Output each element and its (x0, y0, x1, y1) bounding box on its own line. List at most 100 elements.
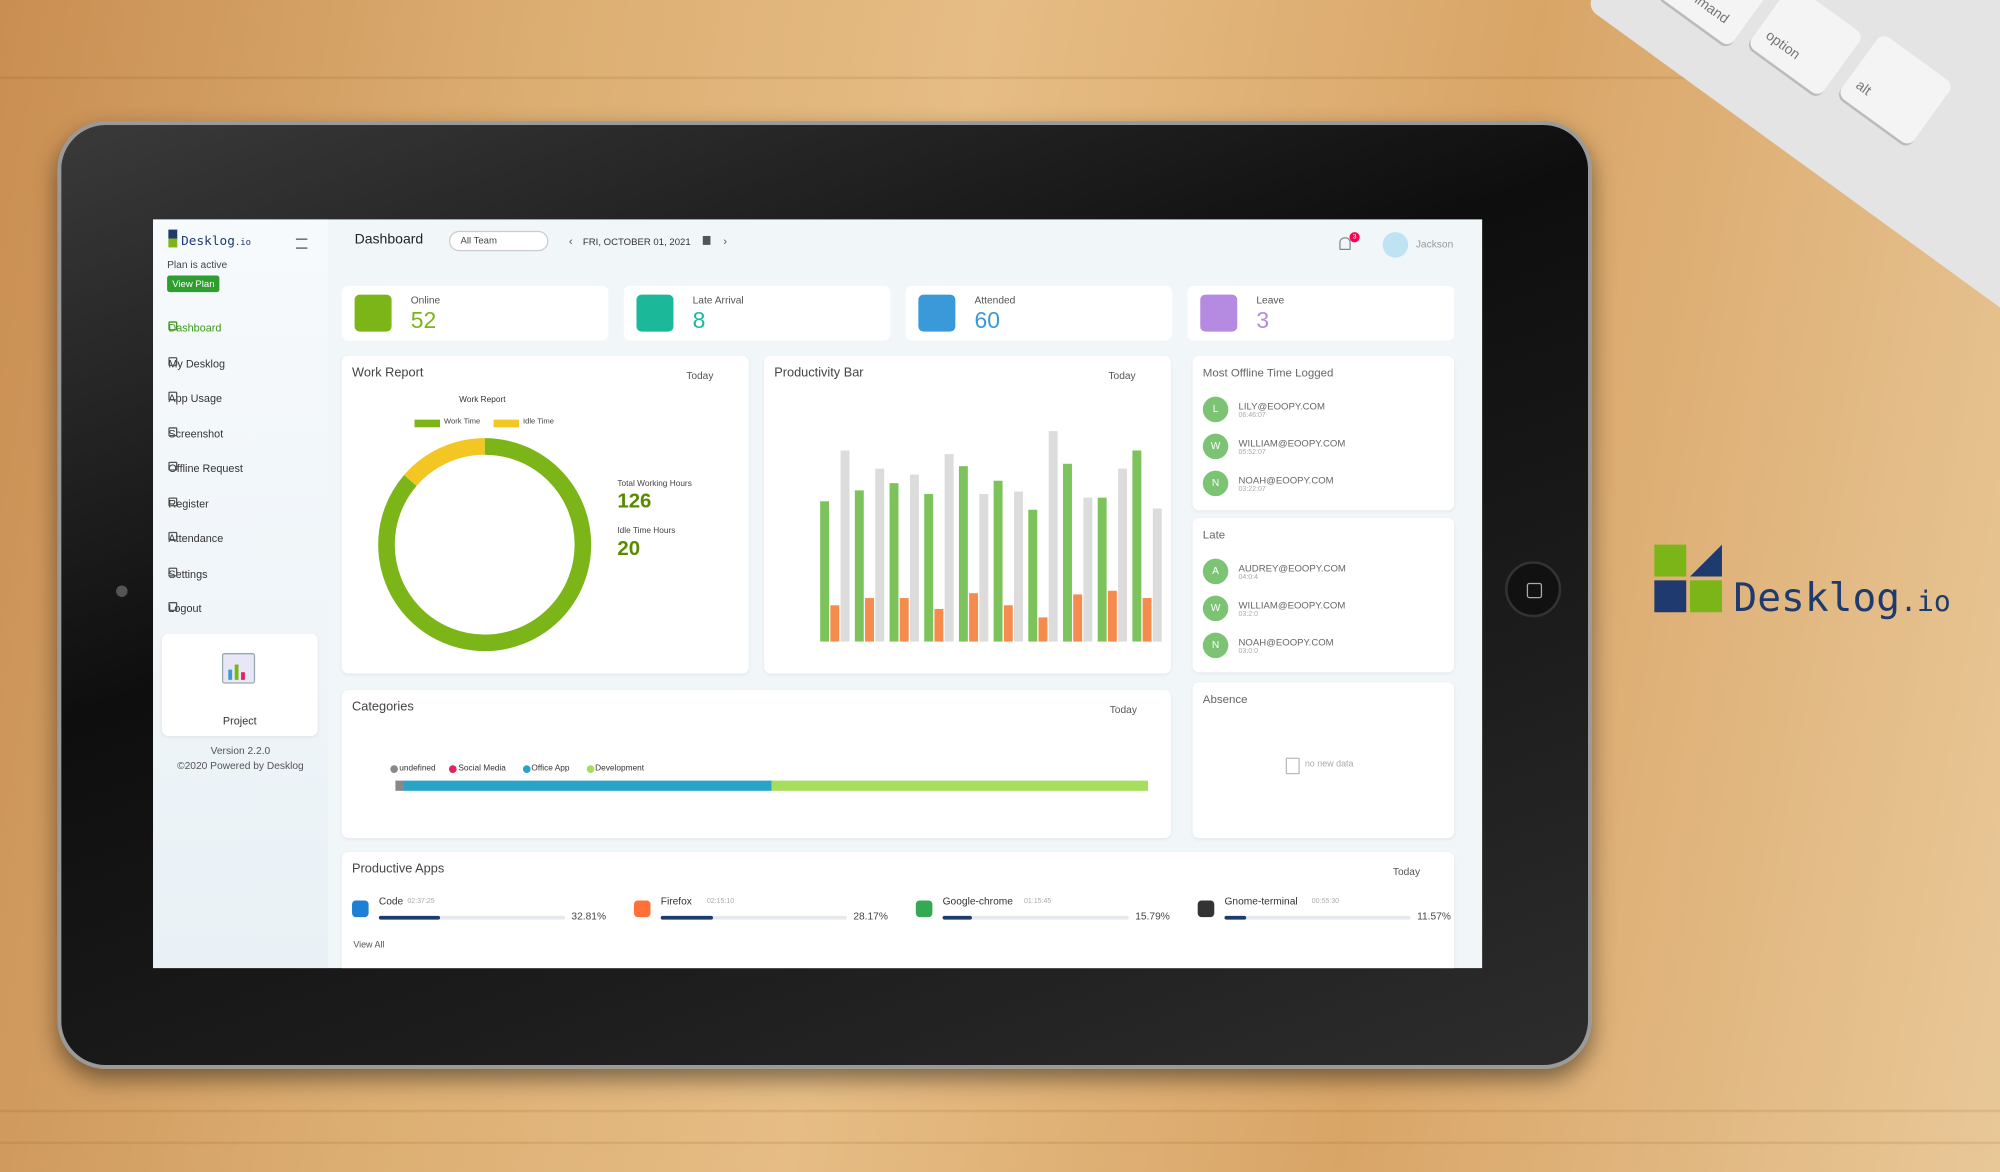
filter[interactable]: Today (1109, 704, 1137, 716)
menu-label: App Usage (168, 391, 223, 405)
menu-item[interactable]: Attendance (168, 531, 223, 545)
user-time: 03:22:07 (1238, 485, 1266, 494)
menu-item[interactable]: Register (168, 496, 209, 510)
prev-date[interactable]: ‹ (568, 234, 573, 248)
wood-grain (0, 1109, 2000, 1113)
bar (944, 454, 954, 642)
donut-idle (378, 438, 592, 652)
stat-label: Attended (974, 294, 1016, 307)
filter[interactable]: Today (686, 369, 714, 382)
legend-label: Office App (531, 764, 570, 773)
keyboard: command option alt (1585, 0, 2000, 322)
user-email: WILLIAM@EOOPY.COM (1238, 437, 1346, 449)
wood-grain (0, 76, 2000, 80)
user-avatar[interactable] (1382, 232, 1409, 258)
logo: Desklog.io (181, 235, 251, 249)
app-icon (915, 900, 933, 918)
filter[interactable]: Today (1108, 369, 1136, 382)
menu-item[interactable]: App Usage (168, 391, 223, 405)
brand-name: Desklog (1733, 575, 1901, 622)
user-email: WILLIAM@EOOPY.COM (1238, 599, 1346, 611)
menu-item[interactable]: Settings (168, 566, 208, 580)
legend-label: Work Time (443, 418, 481, 427)
app-time: 01:15:45 (1023, 897, 1052, 906)
donut-chart (378, 438, 592, 652)
user-name[interactable]: Jackson (1415, 238, 1454, 250)
project-card[interactable]: Project (161, 633, 318, 736)
stat-value: 60 (974, 307, 1001, 333)
camera (116, 585, 128, 597)
bar (1142, 598, 1152, 642)
work-report-card: Work Report Today Work Report Total Work… (341, 355, 749, 674)
total-label: Total Working Hours (617, 479, 692, 489)
legend-swatch (493, 419, 520, 428)
app-name: Gnome-terminal (1224, 895, 1298, 907)
card-title: Productive Apps (352, 862, 445, 877)
brand-suffix: .io (1900, 586, 1951, 619)
logo-square (1690, 580, 1722, 613)
user-avatar: A (1202, 558, 1229, 585)
legend-swatch (414, 419, 441, 428)
logo-suffix: .io (234, 237, 252, 248)
next-date[interactable]: › (723, 234, 728, 248)
category-segment (402, 780, 772, 791)
bar (993, 480, 1003, 642)
productivity-card: Productivity Bar Today (764, 355, 1171, 674)
menu-item[interactable]: Offline Request (168, 461, 243, 475)
legend-dot (522, 765, 531, 773)
filter[interactable]: Today (1392, 866, 1421, 878)
bell-icon[interactable] (1339, 237, 1351, 250)
card-title: Categories (352, 700, 414, 715)
progress-track (378, 915, 566, 920)
bar (1073, 594, 1083, 642)
calendar-icon[interactable] (702, 235, 711, 245)
legend-label: undefined (399, 764, 436, 773)
bar (1038, 617, 1048, 642)
brand-text: Desklog.io (1733, 575, 1950, 621)
bar (1083, 497, 1093, 642)
stat-label: Late Arrival (692, 294, 744, 307)
bar (924, 494, 934, 642)
user-time: 06:46:07 (1238, 411, 1266, 420)
menu-icon (168, 321, 178, 331)
app-time: 02:15:10 (706, 897, 735, 906)
stat-card: Late Arrival 8 (623, 285, 891, 341)
logo-triangle (1690, 544, 1722, 577)
menu-item[interactable]: Logout (168, 602, 202, 615)
user-time: 04:0:4 (1238, 573, 1259, 582)
plan-status: Plan is active (167, 258, 228, 271)
logo-square (1654, 544, 1687, 577)
home-button (1505, 561, 1562, 618)
user-time: 05:52:07 (1238, 448, 1266, 457)
menu-toggle[interactable] (295, 238, 308, 249)
menu-icon (168, 391, 178, 401)
progress-fill (660, 915, 714, 920)
menu-item[interactable]: Dashboard (168, 321, 221, 334)
project-label: Project (222, 714, 257, 728)
menu-item[interactable]: My Desklog (168, 356, 225, 369)
progress-fill (1224, 915, 1247, 920)
menu-label: Offline Request (168, 461, 243, 475)
user-avatar: N (1202, 470, 1229, 497)
team-select[interactable]: All Team (448, 230, 549, 252)
bar (1107, 590, 1117, 642)
bar (1028, 509, 1038, 642)
card-title: Late (1202, 528, 1226, 541)
progress-track (1224, 915, 1411, 920)
card-title: Work Report (352, 366, 424, 381)
view-all-link[interactable]: View All (353, 941, 385, 951)
menu-label: Settings (168, 566, 208, 580)
menu-item[interactable]: Screenshot (168, 426, 223, 439)
page-title: Dashboard (354, 232, 424, 248)
bar (934, 608, 944, 642)
menu-icon (168, 426, 178, 436)
logo-mark (168, 238, 178, 248)
legend-dot (586, 765, 594, 773)
card-title: Absence (1202, 692, 1248, 706)
view-plan-button[interactable]: View Plan (167, 275, 220, 293)
app-name: Google-chrome (942, 895, 1013, 907)
bar (830, 605, 840, 642)
menu-icon (168, 461, 178, 471)
date: FRI, OCTOBER 01, 2021 (582, 235, 691, 248)
